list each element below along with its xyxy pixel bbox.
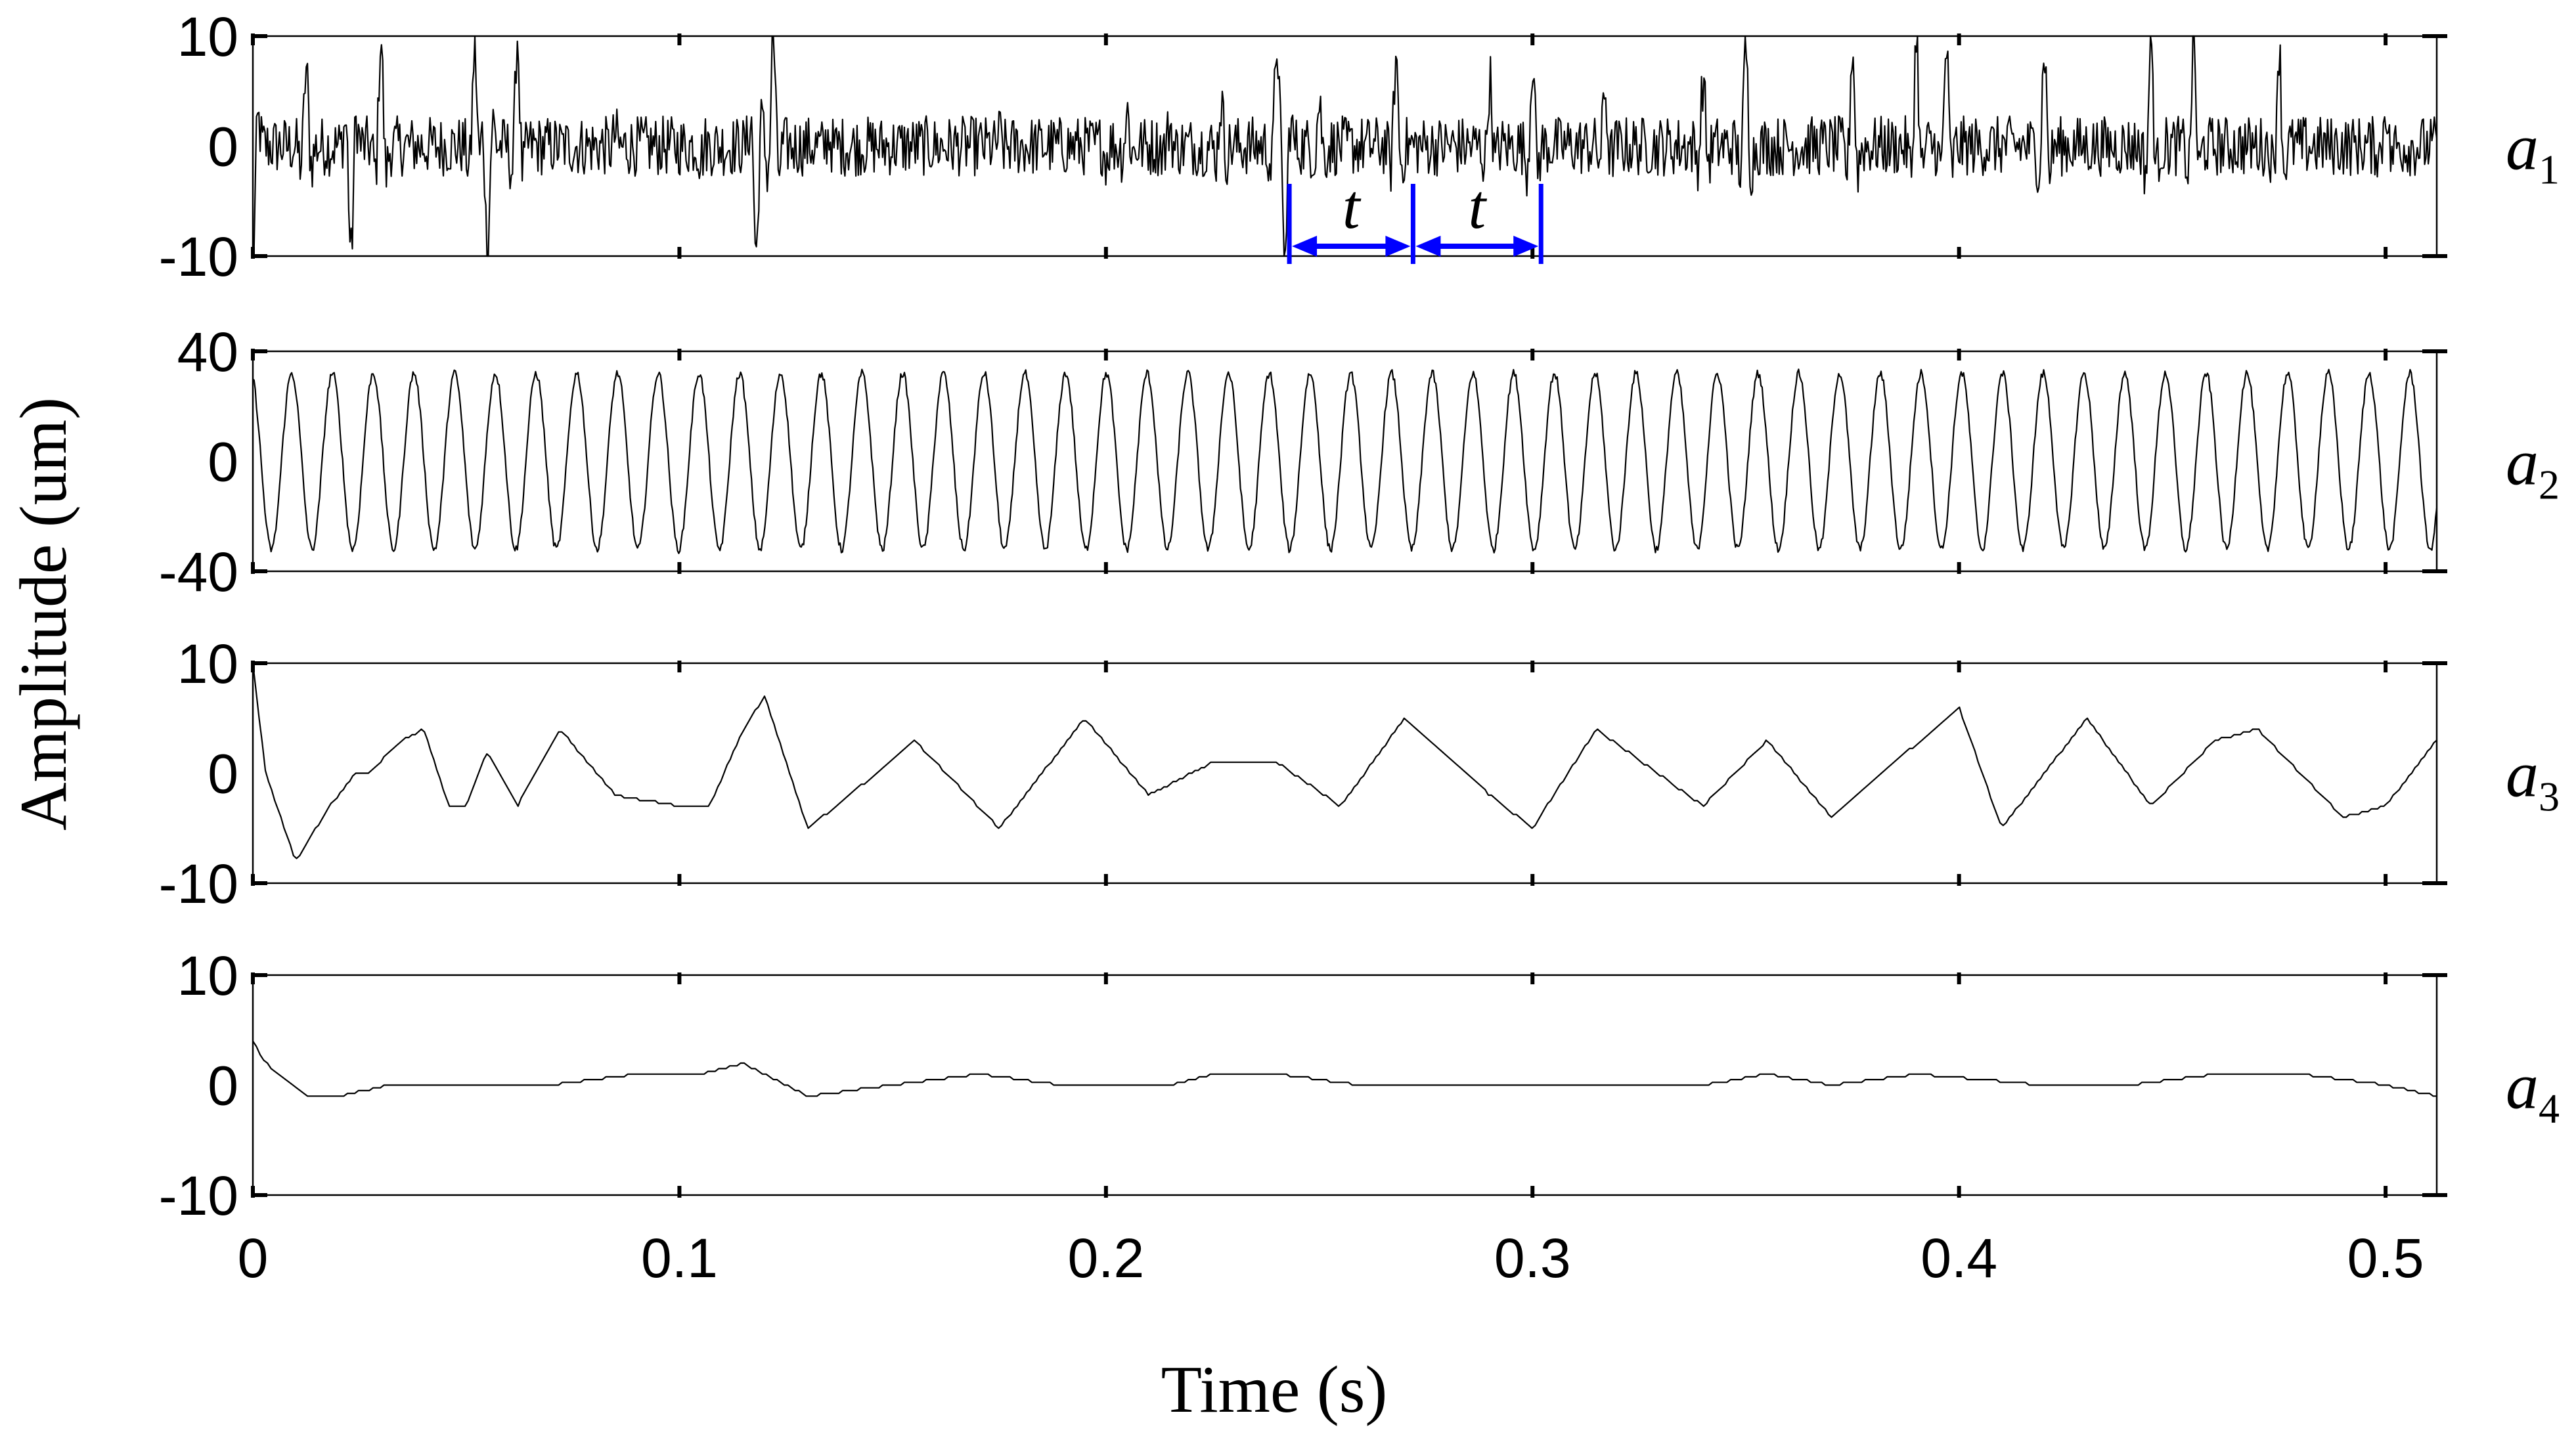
series-label-subscript: 1 (2539, 146, 2560, 193)
y-tick-label: 0 (208, 1055, 238, 1117)
arrowhead-left (1292, 236, 1318, 257)
arrowhead-right (1385, 236, 1411, 257)
x-axis-title: Time (s) (1161, 1353, 1388, 1427)
series-label-subscript: 2 (2539, 462, 2560, 508)
y-tick-label: -10 (159, 1165, 238, 1227)
panel-2: 40 0 -40 a2 (159, 321, 2560, 603)
series-label: a3 (2506, 738, 2560, 820)
x-tick-label: 0.4 (1921, 1227, 1997, 1289)
y-axis-title: Amplitude (um) (7, 397, 81, 831)
series-label: a2 (2506, 426, 2560, 508)
x-tick-label: 0.2 (1067, 1227, 1144, 1289)
y-tick-label: 0 (208, 116, 238, 178)
series-trace (252, 663, 2437, 860)
y-tick-label: 10 (177, 6, 238, 68)
interval-label: t (1468, 171, 1487, 242)
arrowhead-left (1415, 236, 1441, 257)
series-label: a4 (2506, 1050, 2560, 1132)
y-tick-label: 10 (177, 945, 238, 1007)
series-trace (252, 1040, 2437, 1097)
series-label-subscript: 3 (2539, 774, 2560, 820)
x-tick-label: 0.3 (1494, 1227, 1571, 1289)
series-trace (252, 368, 2438, 554)
y-tick-label: 10 (177, 633, 238, 695)
panel-frame (252, 35, 2438, 257)
series-trace (252, 35, 2438, 257)
y-tick-label: -40 (159, 541, 238, 603)
arrowhead-right (1513, 236, 1539, 257)
panel-3: 10 0 -10 a3 (159, 633, 2560, 915)
y-tick-label: 40 (177, 321, 238, 383)
x-tick-label: 0.1 (641, 1227, 718, 1289)
x-tick-label: 0 (238, 1227, 269, 1289)
y-tick-label: 0 (208, 431, 238, 493)
panel-frame (252, 974, 2438, 1196)
y-tick-label: 0 (208, 743, 238, 805)
panel-frame (252, 662, 2438, 884)
panel-frame (252, 350, 2438, 573)
x-tick-label: 0.5 (2347, 1227, 2424, 1289)
series-label-subscript: 4 (2539, 1085, 2560, 1132)
y-tick-label: -10 (159, 853, 238, 915)
panel-4: 10 0 -10 a4 (159, 945, 2560, 1227)
panel-1: 10 0 -10 a1 (159, 6, 2560, 288)
series-label: a1 (2506, 111, 2560, 193)
y-tick-label: -10 (159, 226, 238, 288)
interval-label: t (1343, 171, 1362, 242)
